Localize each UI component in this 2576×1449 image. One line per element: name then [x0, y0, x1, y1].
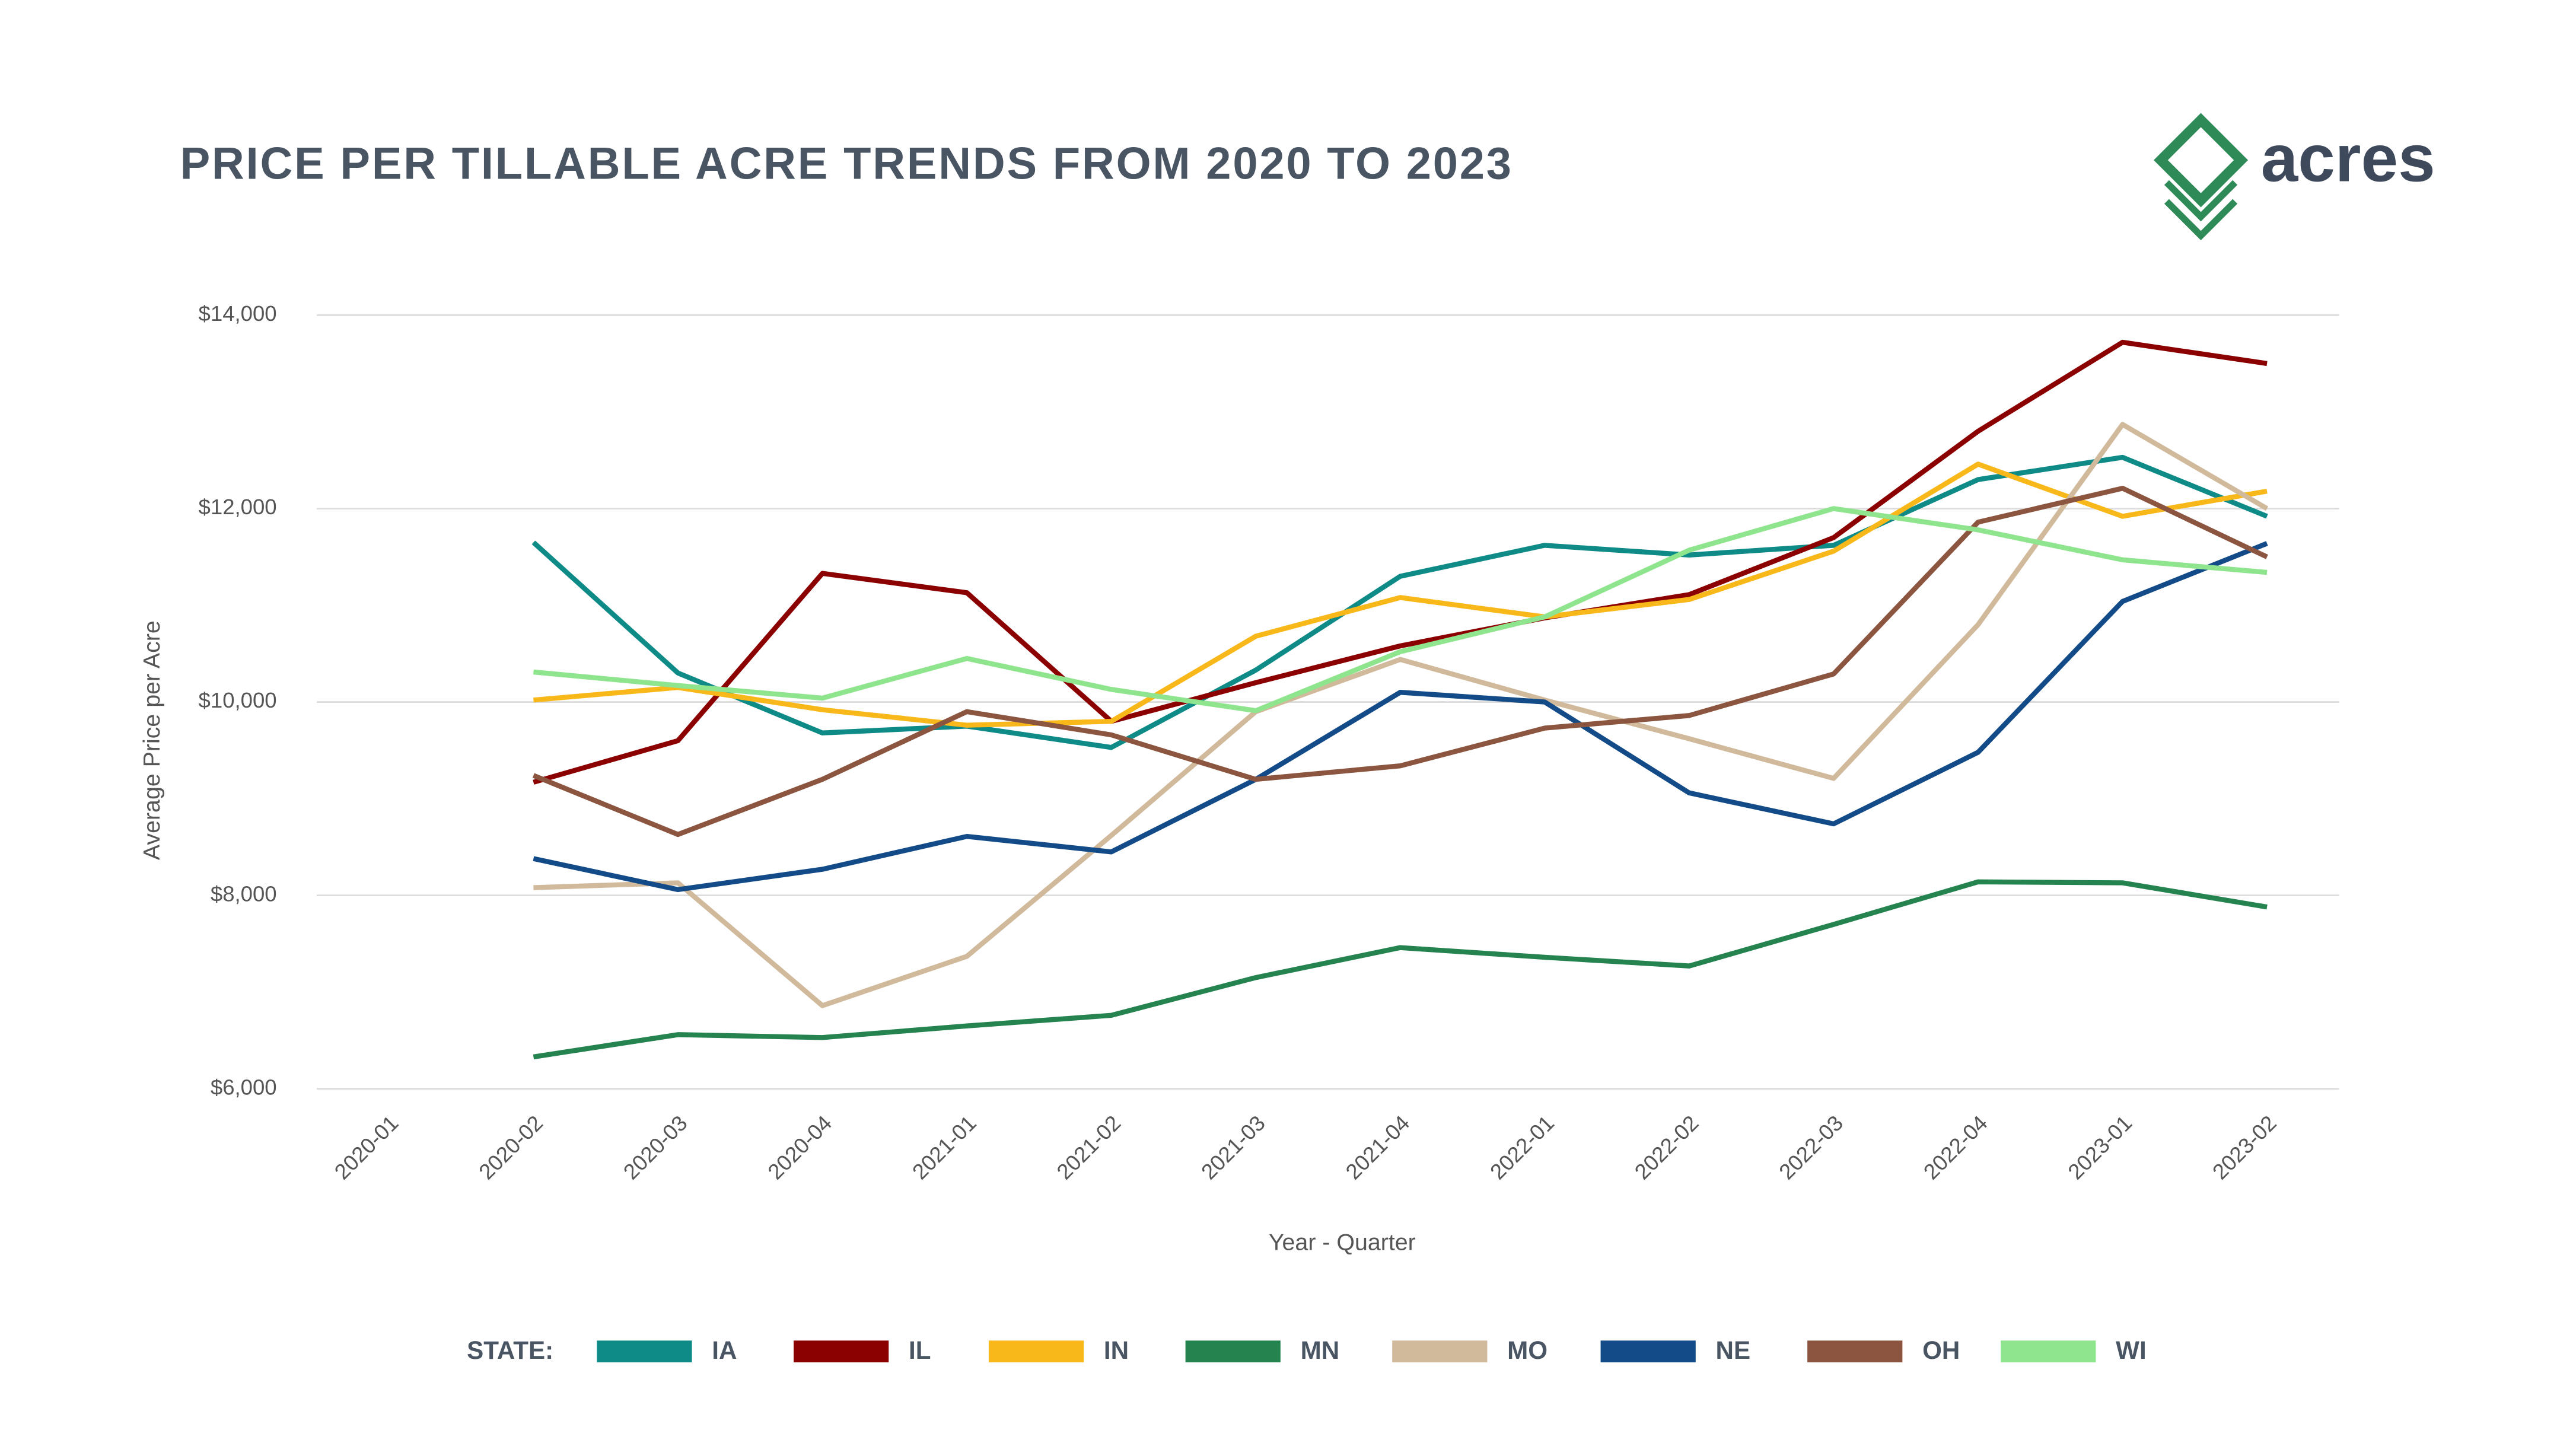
- legend-label: WI: [2116, 1336, 2147, 1364]
- legend-swatch: [597, 1340, 692, 1362]
- legend-swatch: [794, 1340, 889, 1362]
- legend-label: IN: [1104, 1336, 1129, 1364]
- series-line: [533, 422, 2269, 1008]
- legend-label: MN: [1301, 1336, 1340, 1364]
- legend-label: IA: [712, 1336, 737, 1364]
- series-line: [533, 879, 2268, 1060]
- legend-swatch: [1807, 1340, 1903, 1362]
- legend-label: IL: [909, 1336, 931, 1364]
- y-axis-label: Average Price per Acre: [139, 620, 165, 860]
- series-line: [533, 541, 2268, 893]
- logo-icon: [2154, 113, 2249, 241]
- legend-swatch: [1600, 1340, 1696, 1362]
- legend-swatch: [988, 1340, 1084, 1362]
- legend-swatch: [2001, 1340, 2096, 1362]
- series-line: [533, 339, 2268, 785]
- chart-title: PRICE PER TILLABLE ACRE TRENDS FROM 2020…: [180, 138, 1513, 189]
- series-line: [533, 506, 2268, 714]
- y-tick-label: $6,000: [211, 1075, 277, 1099]
- series-line: [533, 461, 2268, 728]
- x-axis-label: Year - Quarter: [1269, 1230, 1416, 1256]
- y-tick-label: $10,000: [199, 688, 277, 712]
- series-line: [532, 486, 2268, 837]
- logo-text: acres: [2261, 120, 2435, 195]
- y-tick-label: $8,000: [211, 881, 277, 906]
- y-tick-label: $12,000: [199, 495, 277, 519]
- legend-label: NE: [1716, 1336, 1751, 1364]
- legend-swatch: [1185, 1340, 1281, 1362]
- legend-swatch: [1392, 1340, 1488, 1362]
- legend-label: MO: [1507, 1336, 1547, 1364]
- legend-title: STATE:: [467, 1336, 553, 1364]
- legend-label: OH: [1922, 1336, 1960, 1364]
- y-tick-label: $14,000: [199, 301, 277, 326]
- series-line: [531, 454, 2268, 750]
